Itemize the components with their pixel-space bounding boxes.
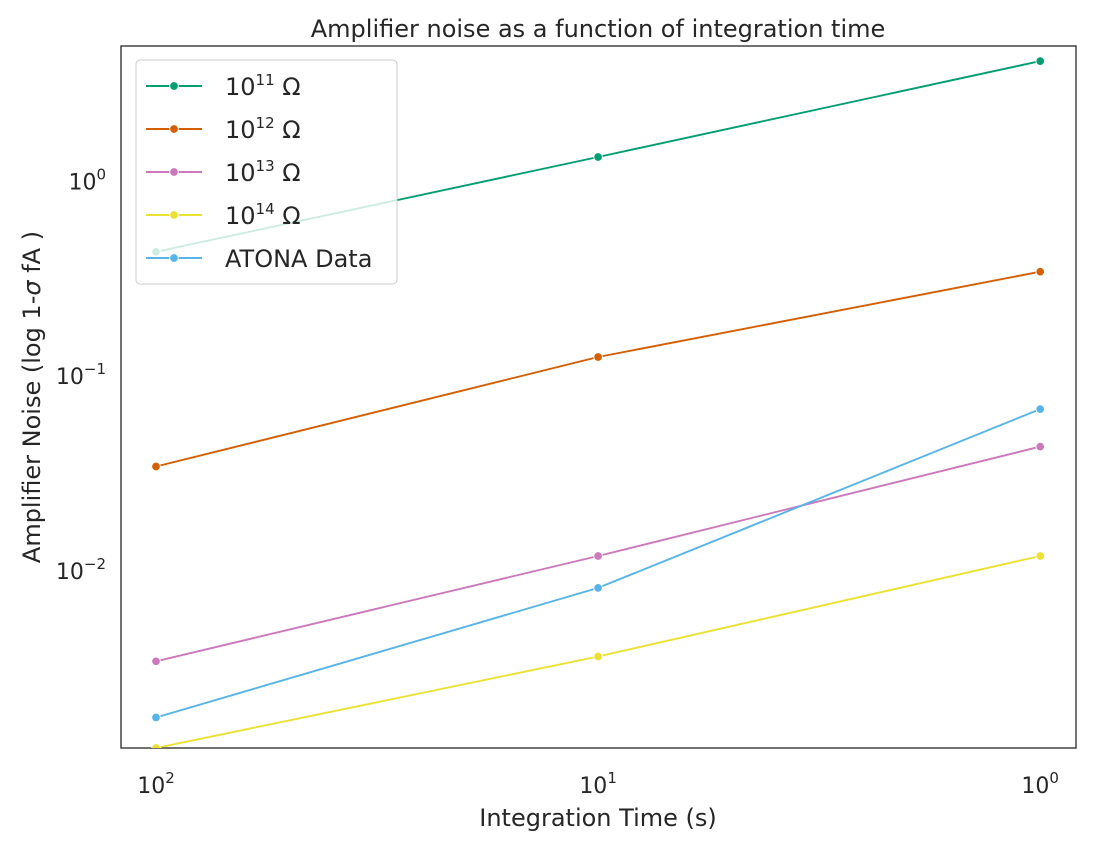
x-axis-ticks: 102 101 100 bbox=[137, 769, 1059, 799]
x-tick-label: 102 bbox=[137, 769, 175, 799]
legend-item: 1012 Ω bbox=[146, 114, 301, 144]
y-tick-label: 10−2 bbox=[56, 555, 106, 585]
legend-frame bbox=[135, 59, 398, 285]
legend-label: ATONA Data bbox=[225, 245, 372, 273]
x-tick-exp: 0 bbox=[1049, 769, 1059, 787]
legend-label: 1012 Ω bbox=[225, 114, 301, 144]
y-tick-label: 100 bbox=[68, 165, 106, 195]
data-point bbox=[593, 551, 603, 561]
y-tick-label: 10−1 bbox=[56, 360, 106, 390]
x-tick-exp: 2 bbox=[165, 769, 175, 787]
chart-title: Amplifier noise as a function of integra… bbox=[311, 15, 886, 43]
x-tick-label: 101 bbox=[579, 769, 617, 799]
series-2 bbox=[151, 266, 1045, 472]
data-point bbox=[1035, 441, 1045, 452]
y-axis-label-sigma: σ bbox=[18, 280, 46, 296]
x-tick-base: 10 bbox=[1021, 774, 1049, 799]
y-tick-exp: −1 bbox=[84, 360, 106, 378]
legend-swatch-marker bbox=[169, 210, 179, 220]
legend-label: 1014 Ω bbox=[225, 200, 301, 230]
data-point bbox=[1035, 266, 1045, 277]
data-point bbox=[151, 712, 161, 723]
y-tick-exp: 0 bbox=[96, 165, 106, 183]
series-3 bbox=[151, 441, 1045, 667]
data-point bbox=[1035, 551, 1045, 561]
y-tick-base: 10 bbox=[68, 170, 96, 195]
x-axis-label: Integration Time (s) bbox=[479, 804, 716, 832]
x-tick-base: 10 bbox=[579, 774, 607, 799]
legend-swatch-marker bbox=[169, 253, 179, 263]
series-4 bbox=[151, 551, 1045, 748]
series-5 bbox=[151, 404, 1045, 723]
x-tick-exp: 1 bbox=[607, 769, 617, 787]
data-point bbox=[593, 352, 603, 362]
y-axis-label-prefix: Amplifier Noise (log 1- bbox=[18, 296, 46, 563]
y-tick-base: 10 bbox=[56, 560, 84, 585]
data-point bbox=[593, 583, 603, 593]
x-tick-base: 10 bbox=[137, 774, 165, 799]
data-point bbox=[593, 651, 603, 662]
y-tick-base: 10 bbox=[56, 365, 84, 390]
legend-swatch-marker bbox=[169, 81, 179, 91]
data-point bbox=[151, 743, 161, 748]
x-tick-label: 100 bbox=[1021, 769, 1059, 799]
data-point bbox=[151, 656, 161, 667]
legend-label: 1011 Ω bbox=[225, 71, 301, 101]
legend-swatch-marker bbox=[169, 124, 179, 134]
y-axis-label-suffix: fA ) bbox=[18, 231, 46, 281]
legend-item: 1013 Ω bbox=[146, 157, 301, 187]
data-point bbox=[1035, 56, 1045, 66]
y-tick-exp: −2 bbox=[84, 555, 106, 573]
data-point bbox=[151, 461, 161, 472]
legend: 1011 Ω 1012 Ω 1013 Ω 1014 Ω ATONA Data bbox=[135, 59, 398, 285]
legend-item: 1011 Ω bbox=[146, 71, 301, 101]
data-point bbox=[593, 152, 603, 162]
legend-item: 1014 Ω bbox=[146, 200, 301, 230]
legend-label: 1013 Ω bbox=[225, 157, 301, 187]
legend-swatch-marker bbox=[169, 167, 179, 177]
legend-item: ATONA Data bbox=[146, 245, 372, 273]
y-axis-label: Amplifier Noise (log 1-σ fA ) bbox=[18, 231, 46, 563]
data-point bbox=[1035, 404, 1045, 414]
